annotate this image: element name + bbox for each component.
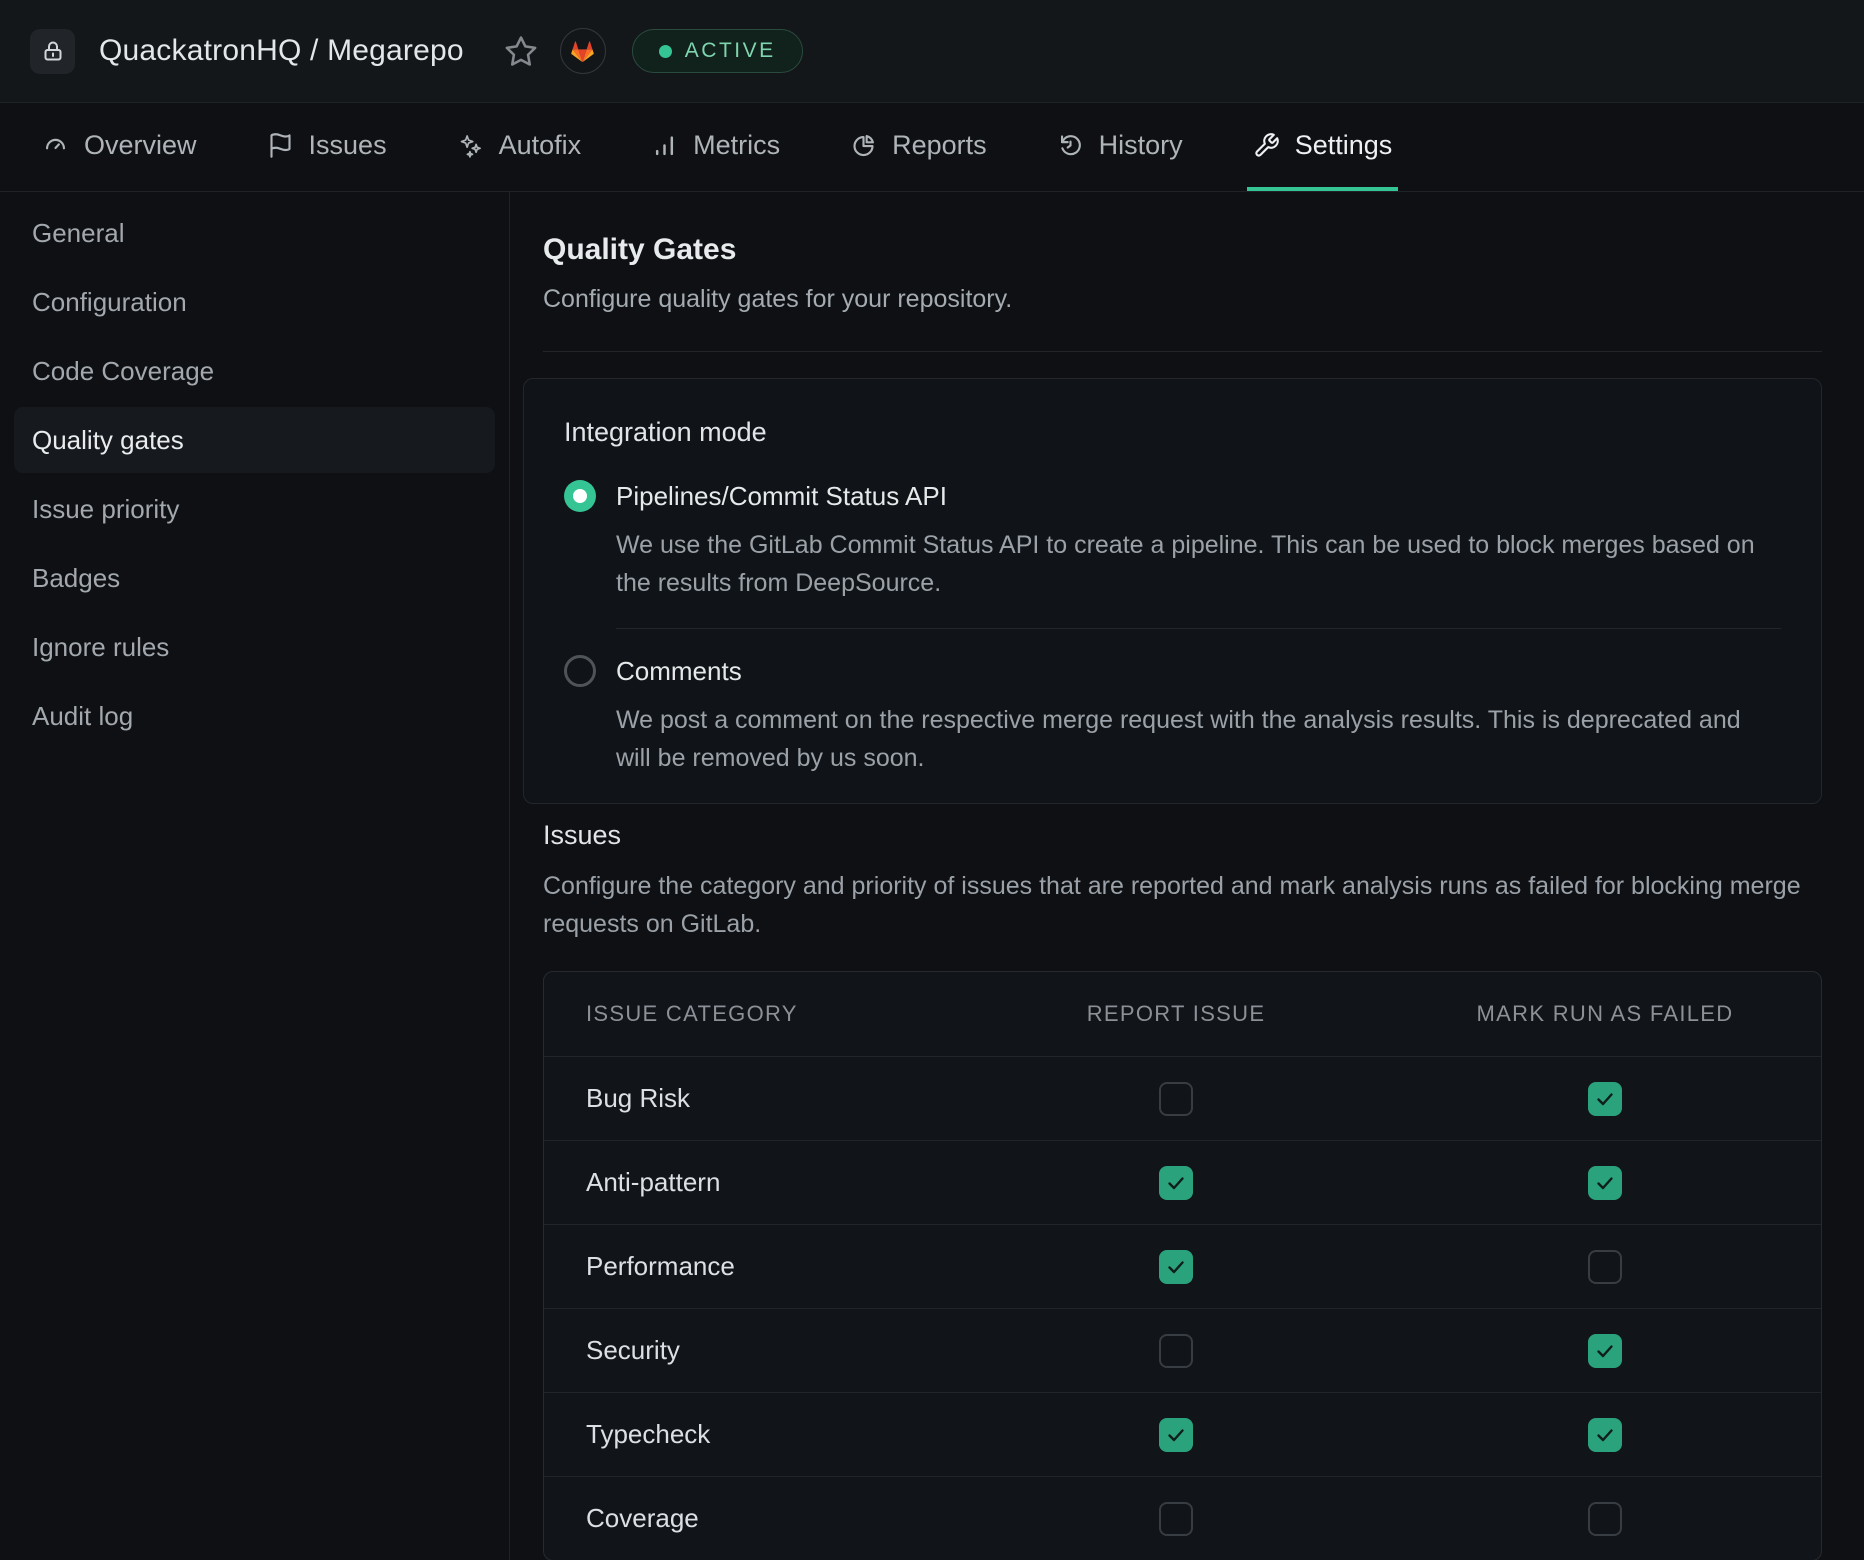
cell-report [963,1165,1389,1200]
table-row-security: Security [544,1308,1821,1392]
integration-mode-card: Integration mode Pipelines/Commit Status… [523,378,1822,805]
radio-comments[interactable] [564,655,596,688]
tab-metrics[interactable]: Metrics [645,103,786,191]
status-label: ACTIVE [684,39,776,62]
sparkles-icon [457,132,484,159]
radio-pipelines-commit-status-api[interactable] [564,480,596,513]
bar-chart-icon [651,132,678,159]
issues-section-title: Issues [543,820,622,851]
integration-option-pipelines-commit-status-api: Pipelines/Commit Status API We use the Gi… [564,480,1781,602]
column-header-report-issue: REPORT ISSUE [1086,1001,1266,1027]
tab-label: Reports [892,129,987,160]
checkbox-mark-failed-typecheck[interactable] [1588,1417,1622,1452]
cell-mark-failed [1389,1501,1821,1536]
tab-label: Overview [84,129,197,160]
gauge-icon [42,132,69,159]
page-title: Quality Gates [543,233,737,266]
cell-mark-failed [1389,1165,1821,1200]
cell-report [963,1081,1389,1116]
checkbox-report-bug-risk[interactable] [1159,1081,1193,1116]
tab-label: Metrics [693,129,781,160]
tab-history[interactable]: History [1051,103,1189,191]
sidebar-item-quality-gates[interactable]: Quality gates [14,407,495,473]
cell-report [963,1501,1389,1536]
flag-icon [267,132,294,159]
table-header-row: ISSUE CATEGORY REPORT ISSUE MARK RUN AS FA… [544,972,1821,1056]
tab-issues[interactable]: Issues [261,103,393,191]
tab-label: Autofix [498,129,582,160]
tab-label: Settings [1294,129,1393,160]
issue-category-label: Typecheck [586,1419,711,1450]
table-row-coverage: Coverage [544,1476,1821,1560]
checkbox-report-coverage[interactable] [1159,1501,1193,1536]
sidebar-item-audit-log[interactable]: Audit log [32,700,134,731]
option-description: We post a comment on the respective merg… [616,706,1741,773]
star-icon[interactable] [504,34,538,68]
table-row-anti-pattern: Anti-pattern [544,1140,1821,1224]
issue-category-label: Anti-pattern [586,1167,721,1198]
checkbox-report-anti-pattern[interactable] [1159,1165,1193,1200]
gitlab-icon [559,28,606,74]
tab-settings[interactable]: Settings [1246,103,1399,191]
sidebar-item-configuration[interactable]: Configuration [32,286,187,317]
table-row-bug-risk: Bug Risk [544,1056,1821,1140]
checkbox-mark-failed-security[interactable] [1588,1333,1622,1368]
page-subtitle: Configure quality gates for your reposit… [543,285,1013,313]
issue-category-label: Performance [586,1251,735,1282]
table-row-typecheck: Typecheck [544,1392,1821,1476]
cell-mark-failed [1389,1249,1821,1284]
main-content: Quality Gates Configure quality gates fo… [510,192,1864,1560]
issues-section-description: Configure the category and priority of i… [543,872,1801,939]
pie-chart-icon [850,132,877,159]
tab-label: Issues [308,129,387,160]
checkbox-mark-failed-bug-risk[interactable] [1588,1081,1622,1116]
cell-report [963,1333,1389,1368]
sidebar-item-general[interactable]: General [32,217,125,248]
sidebar-item-code-coverage[interactable]: Code Coverage [32,355,215,386]
issue-category-label: Security [586,1335,680,1366]
issue-category-label: Bug Risk [586,1083,691,1114]
lock-icon [30,28,75,74]
divider [543,351,1822,352]
tab-autofix[interactable]: Autofix [451,103,588,191]
option-label: Comments [616,655,742,686]
option-divider [616,628,1781,630]
checkbox-mark-failed-anti-pattern[interactable] [1588,1165,1622,1200]
issues-table: ISSUE CATEGORY REPORT ISSUE MARK RUN AS FA… [543,971,1822,1560]
sidebar-item-issue-priority[interactable]: Issue priority [32,493,180,524]
status-dot-icon [658,44,672,58]
cell-mark-failed [1389,1081,1821,1116]
status-badge: ACTIVE [631,29,803,73]
integration-option-comments: Comments We post a comment on the respect… [564,655,1781,777]
checkbox-report-typecheck[interactable] [1159,1417,1193,1452]
option-label: Pipelines/Commit Status API [616,480,947,511]
cell-mark-failed [1389,1417,1821,1452]
integration-mode-title: Integration mode [564,417,767,447]
sidebar-item-badges[interactable]: Badges [32,562,121,593]
tab-reports[interactable]: Reports [844,103,993,191]
column-header-mark-run-as-failed: MARK RUN AS FAILED [1476,1001,1734,1027]
cell-report [963,1417,1389,1452]
top-bar: QuackatronHQ / Megarepo ACTIVE [0,0,1864,103]
option-description: We use the GitLab Commit Status API to c… [616,531,1755,598]
tab-label: History [1098,129,1183,160]
checkbox-report-security[interactable] [1159,1333,1193,1368]
cell-report [963,1249,1389,1284]
cell-mark-failed [1389,1333,1821,1368]
checkbox-report-performance[interactable] [1159,1249,1193,1284]
column-header-issue-category: ISSUE CATEGORY [586,1001,798,1027]
issue-category-label: Coverage [586,1503,699,1534]
table-row-performance: Performance [544,1224,1821,1308]
sidebar-item-ignore-rules[interactable]: Ignore rules [32,631,170,662]
tab-bar: Overview Issues Autofix Metrics Reports Histo… [0,103,1864,192]
checkbox-mark-failed-performance[interactable] [1588,1249,1622,1284]
tab-overview[interactable]: Overview [36,103,203,191]
settings-sidebar: General Configuration Code Coverage Quality… [0,192,510,1560]
repo-title: QuackatronHQ / Megarepo [99,34,464,67]
history-icon [1057,132,1084,159]
wrench-icon [1253,132,1280,159]
checkbox-mark-failed-coverage[interactable] [1588,1501,1622,1536]
